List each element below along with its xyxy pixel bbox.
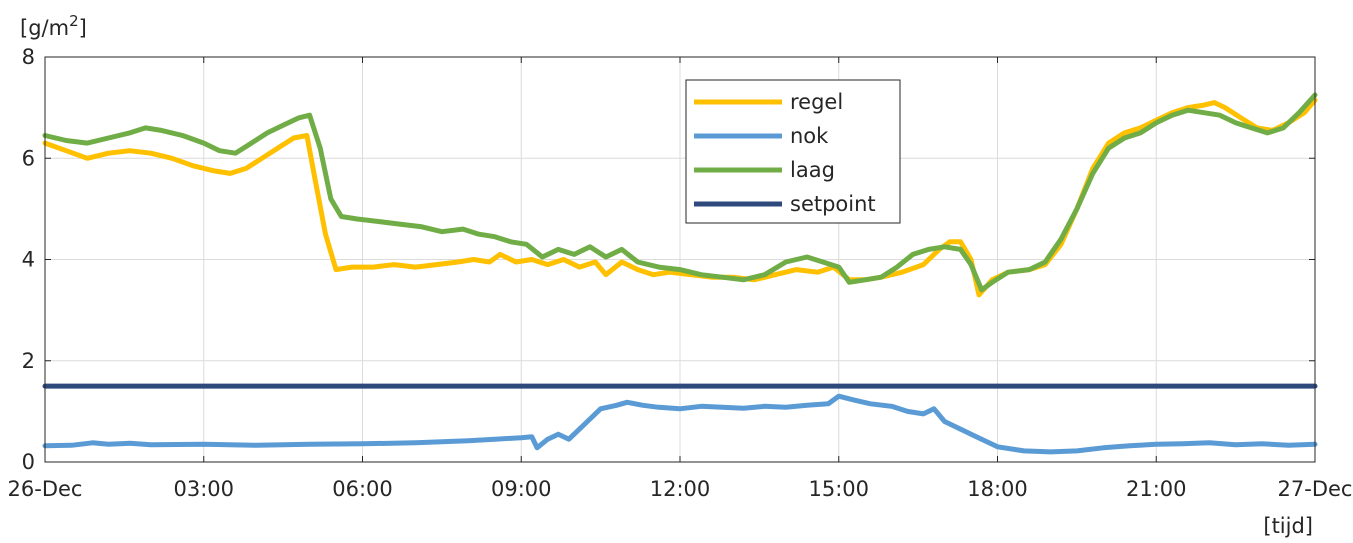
legend-label-regel: regel	[790, 90, 843, 114]
x-tick-label: 26-Dec	[8, 477, 83, 501]
series-line-nok	[42, 393, 1318, 455]
x-tick-label: 21:00	[1126, 477, 1187, 501]
plot-series	[42, 92, 1318, 455]
x-tick-label: 06:00	[332, 477, 393, 501]
legend-label-nok: nok	[790, 124, 829, 148]
x-tick-label: 03:00	[173, 477, 234, 501]
legend-label-setpoint: setpoint	[790, 192, 876, 216]
x-tick-label: 12:00	[650, 477, 711, 501]
series-line-laag	[42, 92, 1318, 293]
x-tick-label: 09:00	[491, 477, 552, 501]
x-tick-label: 27-Dec	[1278, 477, 1353, 501]
y-tick-label: 0	[22, 450, 35, 474]
y-tick-label: 2	[22, 349, 35, 373]
y-tick-label: 4	[22, 248, 35, 272]
axis-ticks: 26-Dec 03:00 06:00 09:00 12:00 15:00 18:00 21:0…	[8, 45, 1353, 501]
x-tick-label: 18:00	[967, 477, 1028, 501]
y-tick-label: 8	[22, 45, 35, 69]
y-axis-label: [g/m2]	[20, 12, 87, 40]
legend-label-laag: laag	[790, 158, 835, 182]
y-tick-label: 6	[22, 146, 35, 170]
legend: regel nok laag setpoint	[685, 79, 901, 224]
grid	[45, 57, 1315, 462]
x-axis-label: [tijd]	[1263, 514, 1313, 538]
x-tick-label: 15:00	[808, 477, 869, 501]
